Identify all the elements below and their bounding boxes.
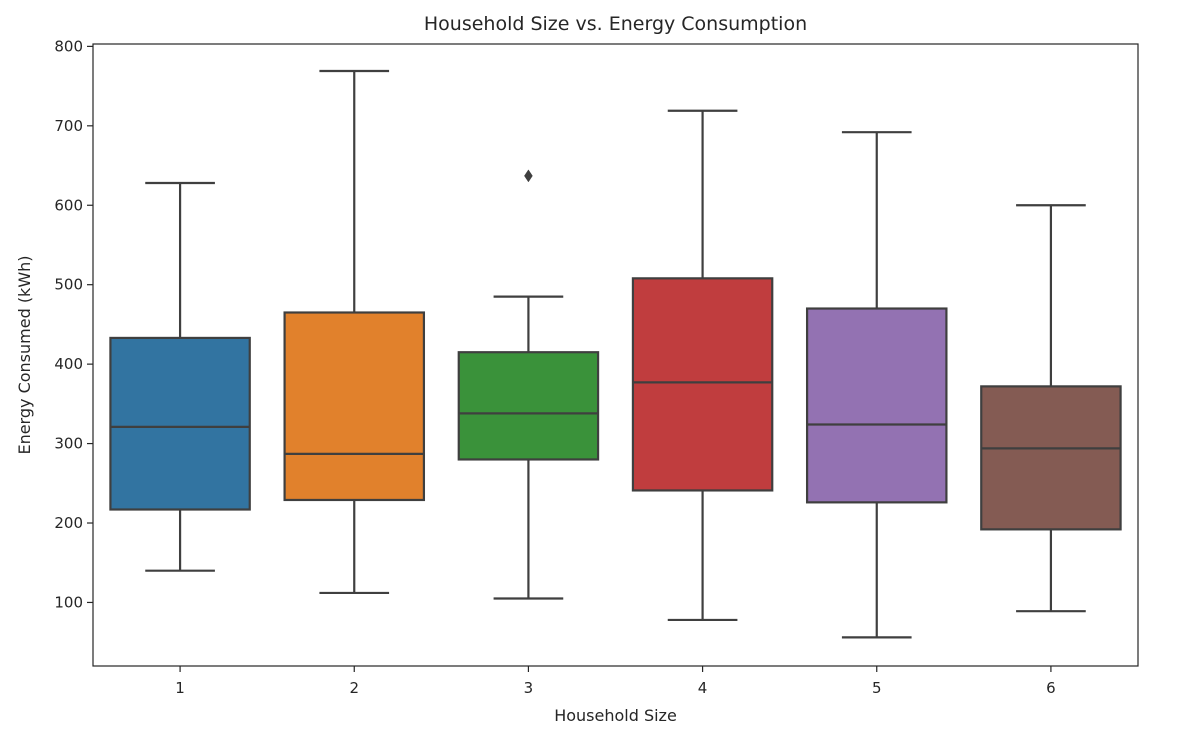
y-tick-label: 300 xyxy=(54,435,83,453)
y-tick-label: 700 xyxy=(54,117,83,135)
box-iqr xyxy=(457,351,600,461)
box-group-2 xyxy=(283,69,426,595)
box-group-6 xyxy=(980,204,1122,613)
x-tick-label: 5 xyxy=(872,679,882,697)
box-group-1 xyxy=(109,181,251,572)
y-tick-label: 400 xyxy=(54,355,83,373)
y-tick-label: 200 xyxy=(54,514,83,532)
y-tick-label: 100 xyxy=(54,593,83,611)
y-axis-label: Energy Consumed (kWh) xyxy=(15,255,34,454)
box-group-3 xyxy=(457,169,600,600)
axes-layer: 100 200 300 400 500 600 700 800 1 2 3 4 5 6 xyxy=(54,37,1055,697)
y-tick-label: 500 xyxy=(54,276,83,294)
box-iqr xyxy=(109,336,251,511)
box-iqr xyxy=(631,277,774,492)
boxes-layer xyxy=(109,69,1122,639)
x-tick-label: 2 xyxy=(349,679,359,697)
x-tick-label: 3 xyxy=(524,679,534,697)
box-iqr xyxy=(805,307,948,504)
box-group-5 xyxy=(805,131,948,639)
x-tick-label: 4 xyxy=(698,679,708,697)
x-tick-label: 1 xyxy=(175,679,185,697)
x-tick-label: 6 xyxy=(1046,679,1056,697)
plot-frame xyxy=(92,43,1139,667)
y-tick-label: 800 xyxy=(54,37,83,55)
y-tick-label: 600 xyxy=(54,196,83,214)
outlier-point xyxy=(524,169,533,183)
x-axis-label: Household Size xyxy=(554,706,677,725)
box-iqr xyxy=(980,385,1122,531)
box-group-4 xyxy=(631,109,774,622)
chart-title: Household Size vs. Energy Consumption xyxy=(424,13,807,35)
box-iqr xyxy=(283,311,426,502)
